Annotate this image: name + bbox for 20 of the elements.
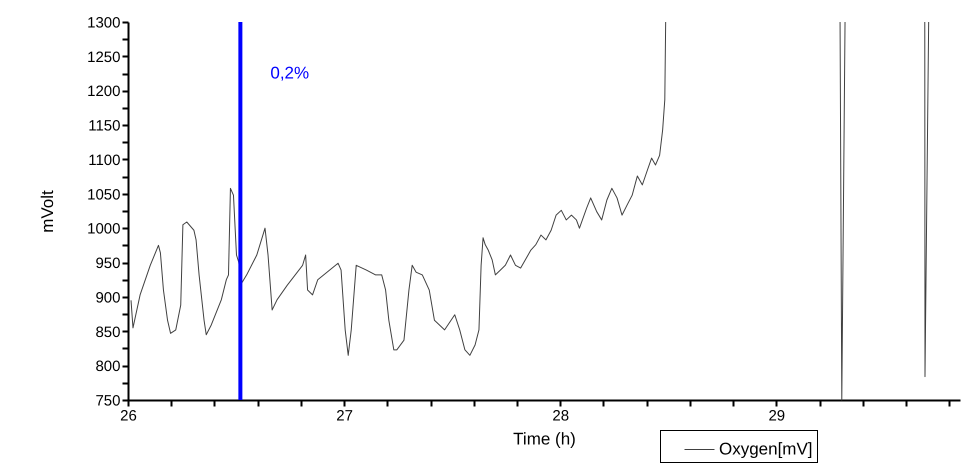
y-tick-label: 950: [95, 255, 120, 272]
x-tick-label: 29: [768, 408, 786, 424]
y-tick-label: 1050: [87, 186, 120, 204]
y-tick-label: 1300: [87, 14, 120, 32]
y-tick-label: 1000: [87, 220, 120, 238]
y-tick-label: 800: [95, 358, 120, 376]
y-tick-label: 900: [95, 289, 120, 306]
annotation: 0,2%: [270, 64, 310, 83]
y-tick-label: 750: [95, 392, 120, 410]
x-tick-label: 26: [120, 408, 137, 424]
legend-label: Oxygen[mV]: [719, 440, 813, 458]
x-axis-title: Time (h): [513, 430, 576, 448]
y-tick-label: 850: [95, 324, 120, 341]
y-tick-label: 1250: [87, 48, 120, 66]
y-tick-label: 1100: [88, 152, 120, 169]
x-tick-label: 28: [552, 408, 570, 424]
y-tick-label: 1200: [87, 83, 120, 100]
y-tick-label: 1150: [88, 118, 120, 135]
y-axis-title: mVolt: [38, 190, 58, 233]
x-tick-label: 27: [336, 408, 353, 424]
